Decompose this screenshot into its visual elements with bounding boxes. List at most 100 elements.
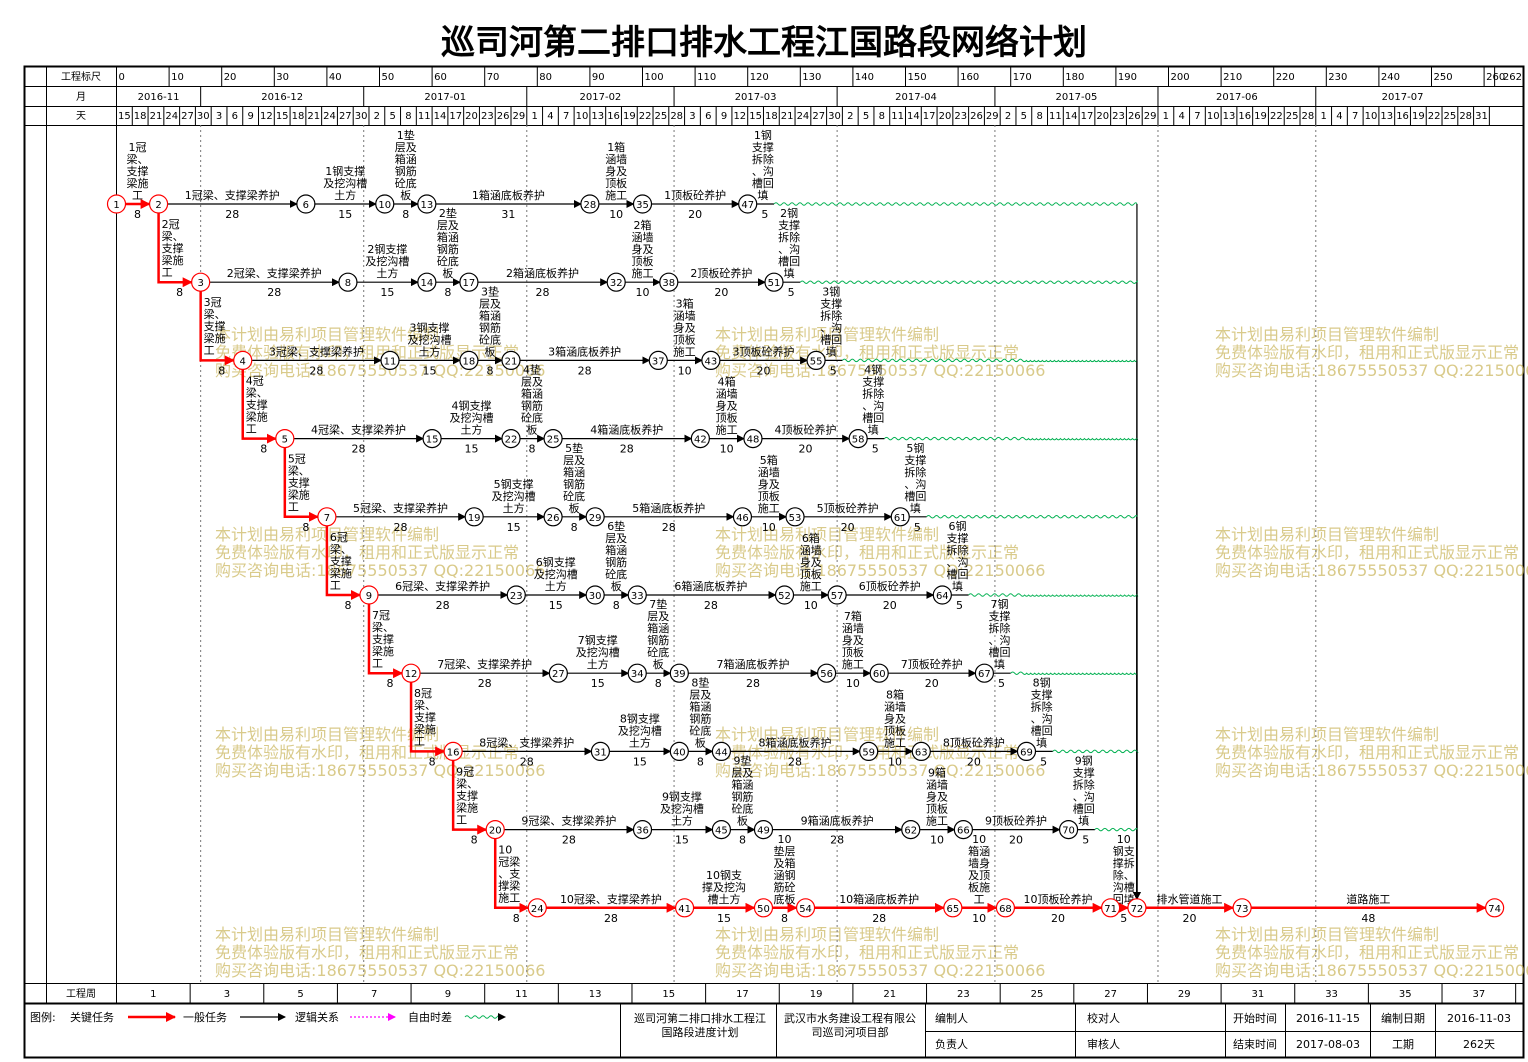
activity-duration: 8	[529, 443, 536, 456]
end-date: 2017-08-03	[1296, 1038, 1360, 1051]
day-label: 16	[1396, 111, 1409, 122]
activity-arrow	[241, 369, 277, 444]
activity-label: 9冠梁、支撑梁养护	[521, 814, 616, 828]
activity-label: 3箱涵墙身及顶板施工	[674, 296, 696, 358]
activity-duration: 5	[998, 677, 1005, 690]
day-label: 14	[1065, 111, 1078, 122]
day-label: 26	[1128, 111, 1141, 122]
activity-duration: 5	[914, 521, 921, 534]
activity-label: 5顶板砼养护	[817, 501, 879, 515]
activity-label: 排水管道施工	[1157, 892, 1223, 906]
checker-label: 校对人	[1087, 1011, 1120, 1025]
watermark: 购买咨询电话:18675550537 QQ:22150066	[215, 561, 545, 580]
month-label: 月	[76, 91, 86, 103]
activity-label: 10 箱涵墙身及顶板施工	[968, 833, 990, 906]
node	[701, 350, 721, 370]
node-label: 32	[610, 278, 623, 289]
month-label: 2016-12	[261, 92, 303, 103]
day-label: 11	[891, 111, 904, 122]
node-label: 73	[1236, 904, 1249, 915]
watermark: 免费体验版有水印，租用和正式版显示正常	[1215, 943, 1519, 962]
day-label: 9	[721, 111, 727, 122]
node-label: 47	[741, 200, 754, 211]
node	[527, 898, 547, 918]
activity-duration: 20	[883, 599, 897, 612]
watermark: 购买咨询电话:18675550537 QQ:22150066	[1215, 761, 1528, 780]
node-label: 50	[757, 904, 770, 915]
activity-label: 6垫层及箱涵钢筋砼底板	[605, 519, 627, 593]
activity-label: 8钢支撑及挖沟槽土方	[618, 711, 662, 749]
activity-label: 1垫层及箱涵钢筋砼底板	[395, 128, 417, 202]
day-label: 12	[733, 111, 746, 122]
activity-duration: 8	[134, 208, 141, 221]
activity-duration: 20	[714, 286, 728, 299]
week-label: 3	[224, 989, 230, 1000]
activity-label: 5冠梁、支撑梁施工	[288, 453, 310, 514]
activity-label: 1顶板砼养护	[664, 188, 726, 202]
activity-duration: 8	[486, 364, 493, 377]
node-label: 62	[904, 826, 917, 837]
day-label: 23	[1112, 111, 1125, 122]
node	[795, 898, 816, 918]
activity-duration: 8	[655, 677, 662, 690]
activity-duration: 8	[613, 599, 620, 612]
day-label: 15	[749, 111, 762, 122]
node	[816, 663, 837, 683]
scale-tick-label: 262	[1503, 72, 1522, 83]
activity-label: 2箱涵底板养护	[506, 266, 579, 280]
node-label: 60	[873, 669, 886, 680]
node-label: 61	[894, 513, 907, 524]
watermark: 免费体验版有水印，租用和正式版显示正常	[215, 943, 519, 962]
activity-label: 7钢支撑及挖沟槽土方	[576, 633, 620, 671]
node-label: 36	[636, 826, 649, 837]
activity-label: 2箱涵墙身及顶板施工	[632, 218, 654, 280]
activity-duration: 5	[1040, 755, 1047, 768]
day-label: 13	[1223, 111, 1236, 122]
node	[995, 898, 1016, 918]
day-label: 19	[1412, 111, 1425, 122]
free-float	[799, 280, 1138, 284]
month-label: 2017-01	[424, 92, 466, 103]
activity-label: 4顶板砼养护	[775, 423, 837, 437]
activity-label: 5垫层及箱涵钢筋砼底板	[563, 441, 585, 515]
day-label: 17	[449, 111, 462, 122]
node-label: 13	[420, 200, 433, 211]
watermark: 免费体验版有水印，租用和正式版显示正常	[215, 543, 519, 562]
node	[827, 585, 847, 605]
activity-label: 4垫层及箱涵钢筋砼底板	[521, 363, 543, 437]
node	[275, 429, 295, 449]
node-label: 22	[505, 435, 518, 446]
week-label: 15	[662, 989, 675, 1000]
scale-tick-label: 120	[750, 72, 769, 83]
project-name: 巡司河第二排口排水工程江国路段进度计划	[634, 1011, 766, 1039]
node	[627, 585, 647, 605]
activity-duration: 10	[888, 755, 902, 768]
week-label: 11	[515, 989, 528, 1000]
week-label: 21	[883, 989, 896, 1000]
activity-label: 1冠梁、支撑梁施工	[127, 141, 149, 202]
day-label: 15	[276, 111, 289, 122]
node-label: 21	[505, 356, 518, 367]
activity-label: 8顶板砼养护	[943, 735, 1005, 749]
day-label: 11	[418, 111, 431, 122]
node	[375, 194, 395, 214]
activity-label: 10顶板砼养护	[1024, 892, 1093, 906]
activity-duration: 48	[1361, 912, 1375, 925]
node-label: 54	[799, 904, 812, 915]
activity-label: 9箱涵底板养护	[801, 814, 874, 828]
node-label: 19	[468, 513, 481, 524]
node	[585, 507, 605, 527]
reviewer-label: 审核人	[1087, 1037, 1120, 1051]
day-label: 27	[181, 111, 194, 122]
day-label: 31	[1475, 111, 1488, 122]
activity-duration: 8	[739, 834, 746, 847]
free-float	[1010, 671, 1138, 675]
activity-arrow	[325, 525, 361, 600]
activity-label: 7冠梁、支撑梁养护	[437, 657, 532, 671]
node	[464, 507, 484, 527]
day-label: 28	[1302, 111, 1315, 122]
activity-label: 6顶板砼养护	[859, 579, 921, 593]
day-label: 26	[970, 111, 983, 122]
day-label: 4	[547, 111, 553, 122]
node	[869, 663, 889, 683]
